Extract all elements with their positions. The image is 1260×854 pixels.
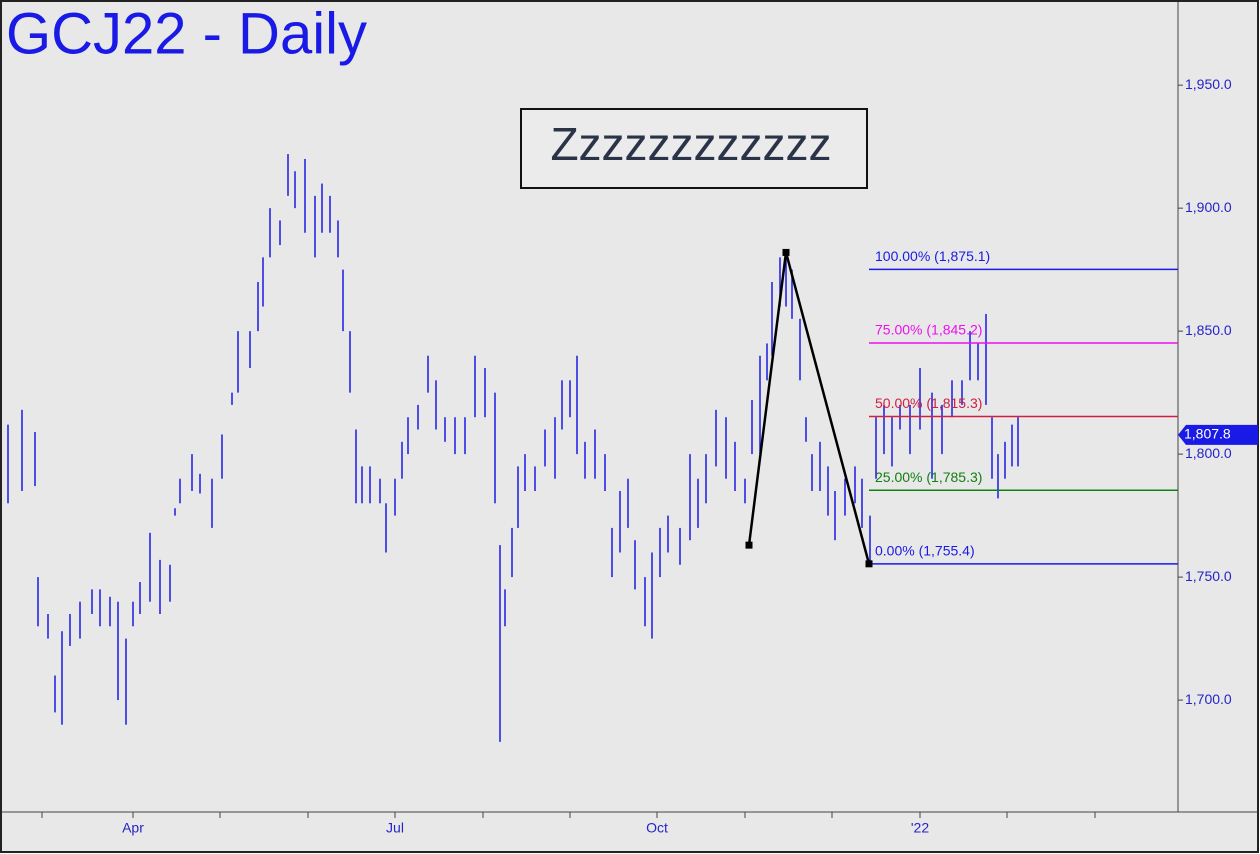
annotation-box	[520, 108, 868, 189]
fib-label: 100.00% (1,875.1)	[875, 248, 990, 264]
y-tick-label: 1,900.0	[1185, 199, 1232, 215]
y-tick-label: 1,750.0	[1185, 568, 1232, 584]
fib-label: 75.00% (1,845.2)	[875, 322, 982, 338]
last-price-marker	[1178, 424, 1258, 445]
last-price-label: 1,807.8	[1184, 426, 1231, 442]
y-tick-label: 1,800.0	[1185, 445, 1232, 461]
x-tick-label: Apr	[122, 820, 144, 836]
fib-label: 25.00% (1,785.3)	[875, 469, 982, 485]
x-tick-label: Jul	[386, 820, 404, 836]
fib-label: 0.00% (1,755.4)	[875, 543, 975, 559]
pattern-point	[865, 560, 873, 568]
fib-label: 50.00% (1,815.3)	[875, 395, 982, 411]
pattern-point	[745, 541, 753, 549]
y-tick-label: 1,950.0	[1185, 76, 1232, 92]
chart-title: GCJ22 - Daily	[6, 1, 367, 66]
x-tick-label: Oct	[646, 820, 668, 836]
annotation: Zzzzzzzzzzzz	[550, 118, 831, 170]
pattern-point	[782, 248, 790, 256]
y-tick-label: 1,700.0	[1185, 691, 1232, 707]
y-tick-label: 1,850.0	[1185, 322, 1232, 338]
plot: 1,700.0 1,750.0 1,800.0 1,850.0 1,900.0 1,950…	[7, 76, 1232, 836]
x-tick-label: '22	[911, 820, 929, 836]
